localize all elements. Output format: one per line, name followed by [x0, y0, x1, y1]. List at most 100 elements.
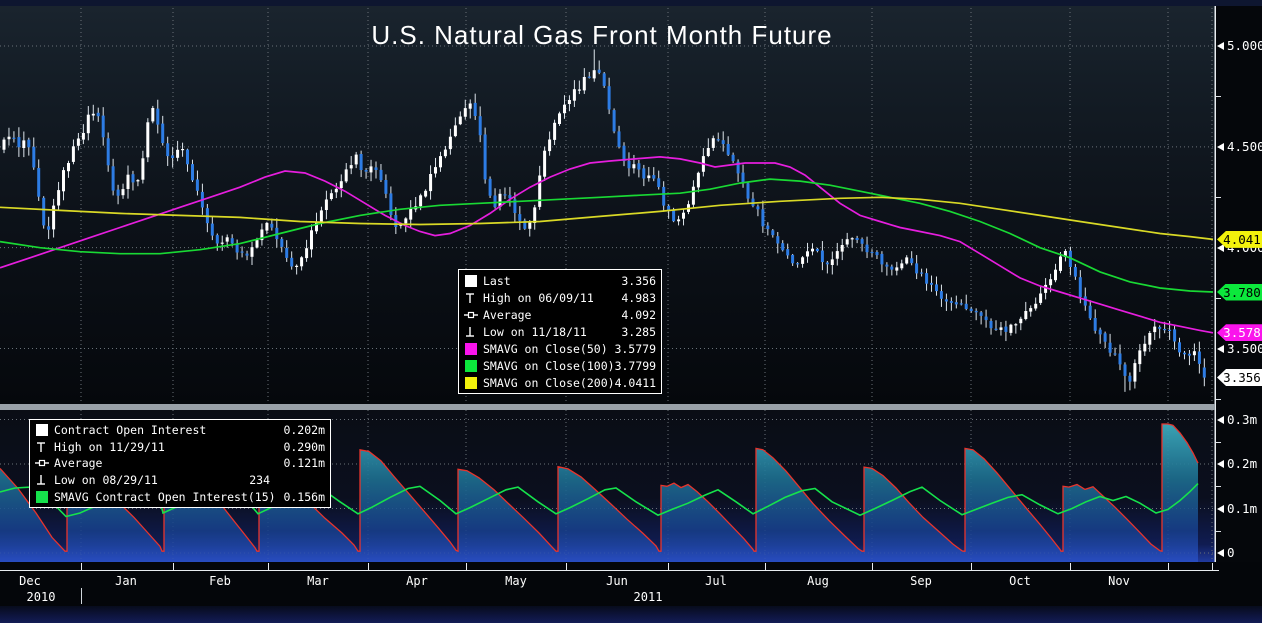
price-minor-tick [1216, 96, 1221, 98]
oi-0.1m-label: 0.1m [1227, 500, 1258, 516]
legend-label: Average [54, 456, 103, 471]
open-interest-area [0, 424, 1198, 568]
month-label-Mar: Mar [307, 574, 329, 588]
price-minor-tick [1216, 398, 1221, 400]
open-interest-line [0, 423, 1199, 553]
price-5.000-label: 5.000 [1227, 38, 1262, 53]
legend-row: Last 3.356 [462, 272, 658, 289]
year-separator [81, 588, 82, 604]
x-axis-line [0, 570, 1219, 571]
open-interest-chart-canvas[interactable] [0, 410, 1262, 570]
month-boundary-tick [173, 563, 174, 571]
legend-value: 4.0411 [614, 375, 657, 390]
price-4.500-label: 4.500 [1227, 138, 1262, 154]
legend-label: SMAVG on Close(100) [483, 358, 615, 373]
legend-label: Last [483, 273, 511, 288]
legend-row: Low on 08/29/11 234 [33, 472, 327, 489]
legend-row: SMAVG on Close(50) 3.5779 [462, 340, 658, 357]
month-boundary-tick [1212, 563, 1213, 571]
month-label-Jan: Jan [115, 574, 137, 588]
month-boundary-tick [368, 563, 369, 571]
panel-divider[interactable] [0, 404, 1262, 410]
high-marker-icon [35, 441, 49, 453]
legend-label: Average [483, 307, 532, 322]
month-label-Sep: Sep [910, 574, 932, 588]
price-3.500-label: 3.500 [1227, 340, 1262, 356]
legend-row: SMAVG on Close(200) 4.0411 [462, 374, 658, 391]
main-chart-legend[interactable]: Last 3.356 High on 06/09/11 4.983 Average 4.0… [458, 269, 662, 394]
month-label-Oct: Oct [1009, 574, 1031, 588]
smavg50-swatch-icon [465, 342, 477, 355]
month-boundary-tick [466, 563, 467, 571]
bottom-margin [0, 606, 1262, 623]
legend-value: 3.285 [621, 324, 656, 339]
legend-value: 4.983 [621, 290, 656, 305]
month-boundary-tick [1070, 563, 1071, 571]
legend-label: Low on 11/18/11 [483, 324, 587, 339]
price-axis[interactable]: 5.0004.5004.0003.5000.3m0.2m0.1m04.0413.… [1215, 6, 1262, 570]
month-boundary-tick [268, 563, 269, 571]
price-5.000-tick [1217, 42, 1224, 50]
oi-smavg-swatch-icon [35, 490, 49, 503]
month-label-Nov: Nov [1108, 574, 1130, 588]
smavg-line-100 [0, 178, 1214, 293]
legend-row: Average 0.121m [33, 455, 327, 472]
price-tag-smavg100: 3.780 [1217, 283, 1262, 301]
oi-0.3m-label: 0.3m [1227, 411, 1258, 427]
month-label-May: May [505, 574, 527, 588]
oi-minor-tick [1216, 441, 1221, 443]
price-tag-smavg200: 4.041 [1217, 230, 1262, 248]
price-tag-smavg50: 3.578 [1217, 324, 1262, 342]
low-marker-icon [35, 474, 49, 486]
legend-row: High on 11/29/11 0.290m [33, 439, 327, 456]
legend-label: SMAVG on Close(50) [483, 341, 608, 356]
average-marker-icon [35, 457, 49, 469]
open-interest-legend[interactable]: Contract Open Interest 0.202m High on 11/2… [29, 419, 331, 508]
year-label-2010: 2010 [26, 590, 56, 604]
month-label-Jun: Jun [606, 574, 628, 588]
month-boundary-tick [872, 563, 873, 571]
legend-value: 0.202m [283, 423, 325, 438]
legend-value: 3.5779 [614, 341, 656, 356]
smavg-line-50 [0, 156, 1214, 334]
price-4.500-tick [1217, 142, 1224, 151]
legend-value: 0.156m [283, 489, 325, 504]
oi-0.1m-tick [1217, 504, 1224, 513]
legend-value: 234 [249, 473, 270, 488]
month-label-Apr: Apr [406, 574, 428, 588]
month-label-Jul: Jul [705, 574, 727, 588]
legend-label: SMAVG on Close(200) [483, 375, 615, 390]
legend-label: High on 11/29/11 [54, 439, 165, 454]
month-boundary-tick [566, 563, 567, 571]
legend-value: 0.121m [283, 456, 325, 471]
month-boundary-tick [81, 563, 82, 571]
main-gridlines [0, 8, 1215, 405]
month-boundary-tick [971, 563, 972, 571]
price-3.500-tick [1217, 344, 1224, 353]
month-boundary-tick [1168, 563, 1169, 571]
oi-swatch-icon [36, 424, 48, 437]
oi-0.2m-tick [1217, 460, 1224, 468]
oi-0.2m-label: 0.2m [1227, 456, 1258, 471]
oi-0.3m-tick [1217, 415, 1224, 424]
smavg200-swatch-icon [465, 376, 477, 389]
month-label-Dec: Dec [19, 574, 41, 588]
month-label-Feb: Feb [209, 574, 231, 588]
smavg200-swatch-icon [464, 376, 478, 389]
legend-row: SMAVG on Close(100) 3.7799 [462, 357, 658, 374]
price-minor-tick [1216, 298, 1221, 300]
year-label-2011: 2011 [633, 590, 663, 604]
legend-row: SMAVG Contract Open Interest(15) 0.156m [33, 488, 327, 505]
month-label-Aug: Aug [807, 574, 829, 588]
average-marker-icon [464, 309, 478, 321]
legend-label: Contract Open Interest [54, 423, 207, 438]
price-minor-tick [1216, 197, 1221, 199]
low-marker-icon [464, 326, 478, 338]
legend-value: 4.092 [621, 307, 656, 322]
oi-0-tick [1217, 549, 1224, 557]
oi-minor-tick [1216, 486, 1221, 488]
main-price-chart-canvas[interactable] [0, 6, 1262, 405]
smavg50-swatch-icon [464, 342, 478, 355]
month-boundary-tick [765, 563, 766, 571]
